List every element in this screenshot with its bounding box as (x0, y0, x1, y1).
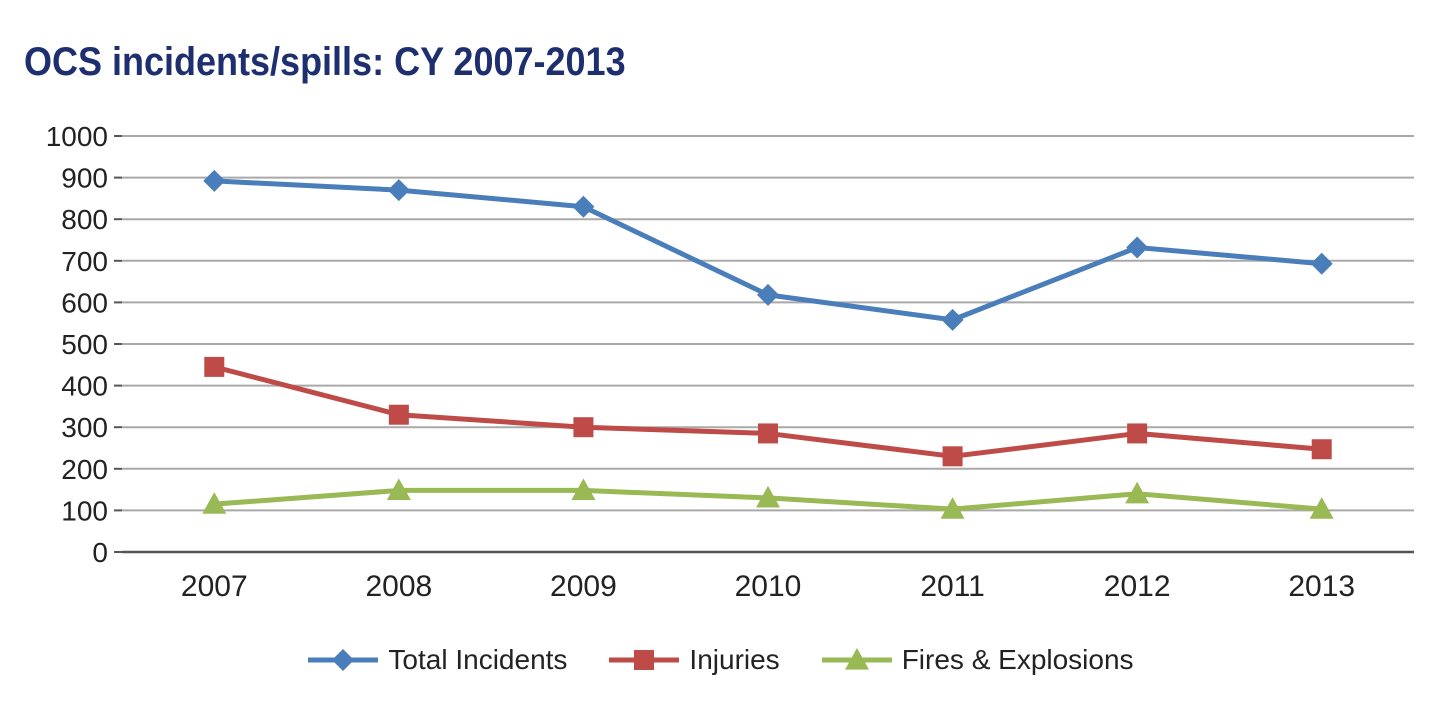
x-tick-label: 2010 (735, 570, 802, 603)
data-point (388, 404, 409, 425)
x-tick-label: 2013 (1288, 570, 1355, 603)
legend-swatch (308, 649, 379, 671)
x-tick-label: 2009 (550, 570, 617, 603)
y-tick-label: 500 (61, 329, 108, 360)
series-3 (202, 478, 1334, 519)
legend-marker (634, 650, 655, 670)
data-point (1310, 252, 1333, 275)
data-point (386, 478, 411, 501)
legend-swatch (821, 648, 892, 670)
x-tick-label: 2012 (1104, 570, 1171, 603)
data-point (1126, 236, 1149, 259)
y-tick-label: 600 (61, 287, 108, 318)
y-tick-label: 300 (61, 412, 108, 443)
data-point (204, 356, 225, 377)
legend-marker (332, 649, 355, 671)
legend-marker (844, 648, 869, 670)
legend: Total Incidents Injuries Fires & Explosion… (0, 640, 1440, 680)
data-point (941, 308, 964, 331)
data-point (756, 485, 780, 508)
series-2 (204, 356, 1332, 467)
legend-label: Fires & Explosions (901, 644, 1134, 675)
gridlines (122, 135, 1414, 554)
data-point (1309, 497, 1334, 519)
data-point (1127, 423, 1148, 444)
data-point (387, 179, 410, 202)
legend-label: Injuries (689, 644, 780, 675)
chart-title: OCS incidents/spills: CY 2007-2013 (24, 40, 626, 84)
data-point (203, 169, 226, 192)
data-point (572, 195, 595, 218)
y-tick-label: 800 (61, 204, 108, 235)
legend-item: Injuries (607, 640, 780, 680)
y-axis: 0 100 200 300 400 500 600 700 800 900 1000 (46, 121, 122, 568)
x-tick-label: 2008 (365, 570, 432, 603)
y-tick-label: 900 (61, 163, 108, 194)
x-tick-label: 2007 (181, 570, 248, 603)
data-point (571, 478, 596, 501)
data-point (202, 492, 227, 514)
y-tick-label: 100 (61, 495, 108, 526)
legend-swatch (609, 650, 680, 670)
y-tick-label: 200 (61, 454, 108, 485)
legend-item: Total Incidents (306, 640, 567, 680)
data-point (757, 283, 779, 306)
series-layer (202, 169, 1334, 519)
y-tick-label: 400 (61, 371, 108, 402)
data-point (573, 417, 594, 438)
data-point (1311, 439, 1332, 460)
series-1 (203, 169, 1333, 331)
y-tick-label: 0 (92, 537, 108, 568)
x-axis: 2007 2008 2009 2010 2011 2012 2013 (181, 570, 1355, 603)
data-point (942, 446, 963, 467)
data-point (1125, 481, 1150, 504)
legend-item: Fires & Explosions (820, 640, 1134, 680)
y-tick-label: 1000 (46, 121, 108, 152)
legend-label: Total Incidents (388, 644, 568, 675)
y-tick-label: 700 (61, 246, 108, 277)
x-tick-label: 2011 (920, 570, 985, 603)
data-point (940, 497, 965, 519)
data-point (758, 423, 778, 444)
